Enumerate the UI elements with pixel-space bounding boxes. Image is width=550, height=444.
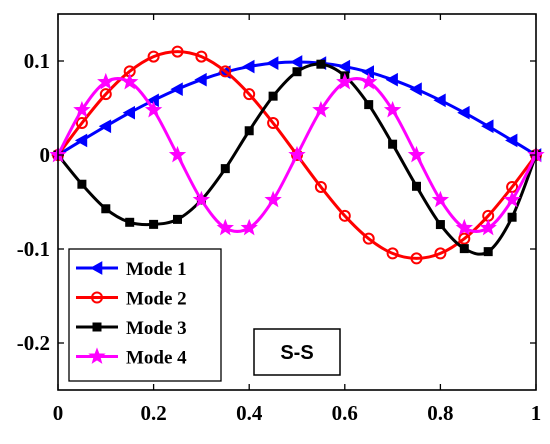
x-tick-label: 0.2 [140,401,166,425]
series-2-point-7 [219,65,232,78]
series-4-point-7 [216,218,234,236]
series-4-point-8 [240,218,258,236]
y-tick-label: -0.1 [17,237,50,261]
tick-layer: 0 0.2 0.4 0.6 0.8 1 -0.2 -0.1 0 0.1 [17,14,542,425]
series-3-point-11 [316,59,326,69]
series-2-point-15 [410,252,423,265]
series-3-point-5 [173,214,182,224]
series-4-point-12 [336,72,354,90]
series-4-point-3 [121,72,139,90]
x-tick-label: 1 [531,401,542,425]
series-1-point-18 [481,119,494,134]
series-4-point-14 [383,100,402,118]
series-1-point-2 [98,119,112,134]
plot-frame [57,13,537,391]
series-3-point-19 [507,212,517,222]
series-3-point-14 [388,139,398,149]
x-tick-label: 0.6 [332,401,358,425]
series-2-point-4 [147,50,160,63]
series-2-point-8 [243,88,256,101]
series-4-point-9 [264,190,282,208]
series-4-point-17 [455,218,473,236]
legend-item-4: Mode 4 [76,347,187,369]
series-2-point-2 [99,88,112,101]
series-1-point-17 [457,105,470,120]
y-tick-label: 0 [40,143,51,167]
legend-item-2: Mode 2 [76,289,187,310]
series-2-point-17 [458,232,471,245]
series-3-point-3 [125,217,135,227]
legend-marker [92,322,102,332]
series-1-point-10 [289,55,303,69]
legend-marker [89,261,103,275]
series-2-point-5 [171,45,184,58]
legend-item-1: Mode 1 [76,259,187,280]
legend: Mode 1 Mode 2 Mode 3 Mode 4 [68,248,222,382]
series-1-point-12 [337,59,351,74]
legend-items: Mode 1 Mode 2 Mode 3 Mode 4 [76,259,187,369]
series-2-point-14 [386,247,399,260]
annotation-box: S-S [253,328,341,376]
series-4-point-5 [168,145,187,163]
series-2-point-13 [362,232,375,245]
legend-item-3: Mode 3 [76,318,187,339]
series-1-point-8 [242,59,255,74]
series-1-point-3 [122,105,135,120]
x-tick-label: 0 [53,401,64,425]
series-1-point-9 [266,56,279,71]
series-3-point-2 [101,204,111,214]
legend-marker [88,347,106,364]
series-1-point-19 [505,133,518,148]
series-4-point-10 [288,145,306,163]
series-3-point-1 [77,179,87,189]
series-1-point-1 [74,133,88,148]
x-tick-label: 0.4 [236,401,263,425]
series-3-point-17 [459,244,469,254]
series-1-point-14 [385,72,398,87]
series-1-point-5 [170,82,183,97]
series-3-point-13 [364,100,374,110]
series-4-point-13 [360,72,378,90]
series-4-point-1 [73,100,91,118]
series-4-point-6 [192,190,211,208]
annotation-label: S-S [280,342,313,364]
legend-marker [91,291,103,304]
series-1-point-15 [409,82,422,97]
series-2-point-11 [314,180,327,193]
series-1-point-6 [194,72,207,87]
series-3-point-16 [435,220,445,230]
series-3-point-8 [244,126,254,136]
series-3-point-10 [292,67,302,77]
series-4-point-16 [431,190,450,208]
legend-label: Mode 3 [126,318,187,339]
series-2-point-6 [195,50,208,63]
series-3-point-7 [220,164,230,174]
x-tick-label: 0.8 [427,401,453,425]
series-4-point-19 [503,190,521,208]
y-tick-label: -0.2 [17,331,50,355]
series-3-point-4 [149,219,159,229]
series-4-point-2 [97,72,115,90]
series-4-point-4 [144,100,163,118]
series-2-point-9 [267,117,280,130]
series-2-point-12 [338,209,351,222]
legend-label: Mode 4 [126,348,187,369]
annotation-frame [253,328,341,376]
series-2-point-16 [434,247,447,260]
series-1-point-16 [433,93,446,108]
series-4 [49,72,545,236]
series-4-point-18 [479,218,497,236]
series-3-point-9 [268,91,278,101]
series-3-point-18 [483,247,493,257]
series-3-point-15 [412,181,421,191]
legend-label: Mode 2 [126,289,187,310]
series-4-point-11 [312,100,330,118]
series-2-point-1 [75,117,88,130]
series-4-point-15 [407,145,426,163]
legend-label: Mode 1 [126,259,187,280]
y-tick-label: 0.1 [24,49,50,73]
